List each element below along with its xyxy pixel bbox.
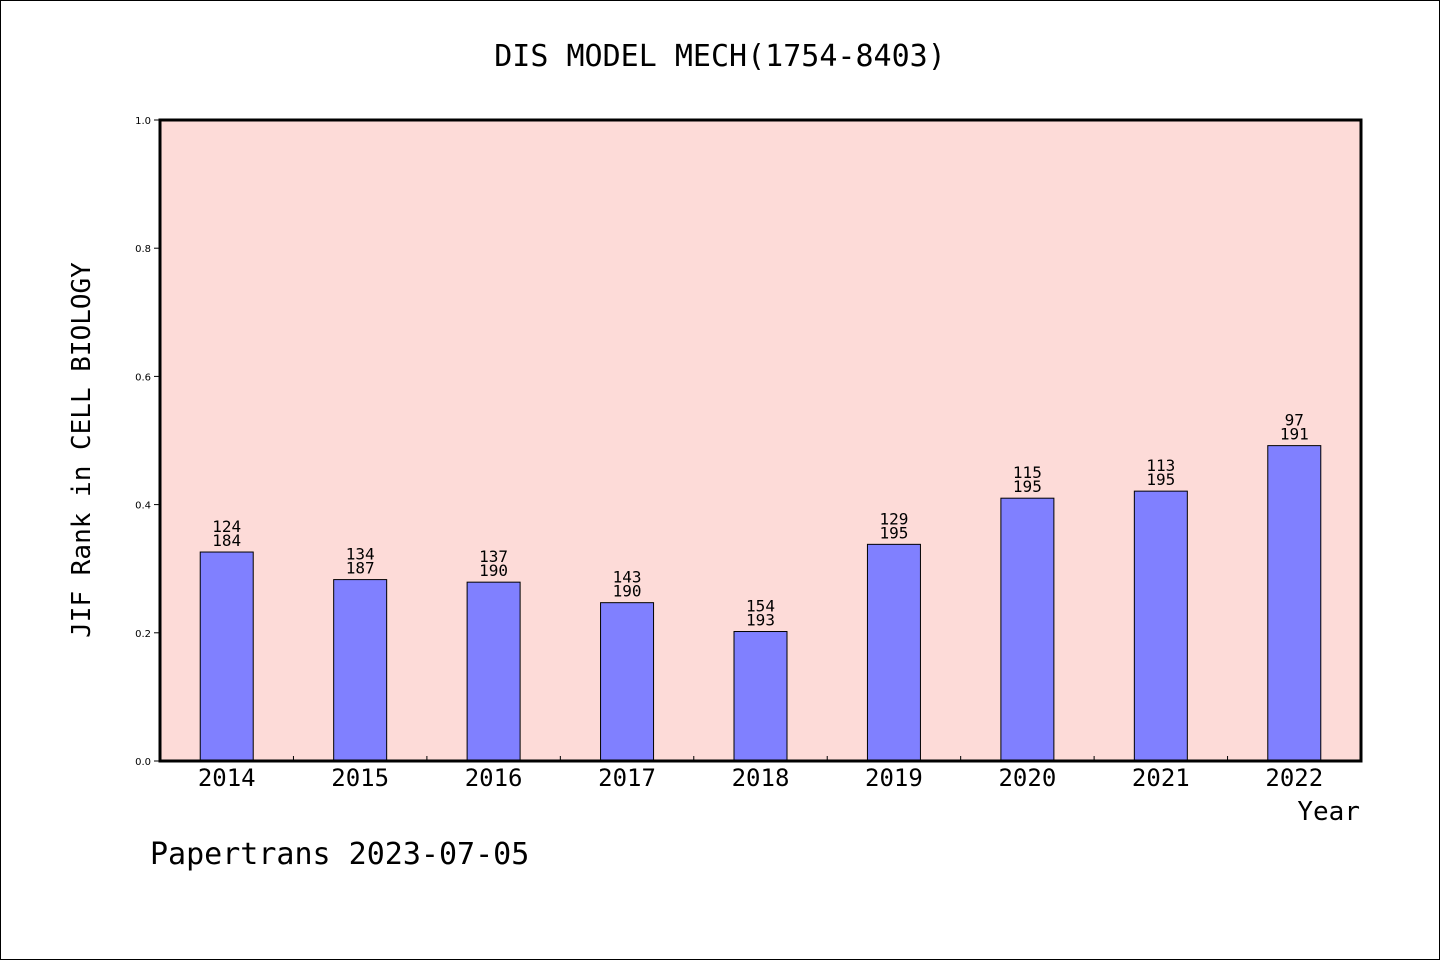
data-label-total-2019: 195 [879,523,908,542]
x-tick-label-2021: 2021 [1132,764,1190,792]
chart-title: DIS MODEL MECH(1754-8403) [494,39,946,74]
x-tick-label-2015: 2015 [331,764,389,792]
data-label-rank-2021: 113 [1146,456,1175,475]
x-tick-label-2017: 2017 [598,764,656,792]
bar-2020 [1000,497,1055,762]
bar-2021 [1133,490,1188,762]
x-tick-label-2016: 2016 [465,764,523,792]
y-tick-label-0.8: 0.8 [135,244,151,255]
bar-2018 [733,631,788,762]
y-axis: 0.0 0.2 0.4 0.6 0.8 1.0 [135,116,160,768]
data-label-rank-2017: 143 [613,568,642,587]
bar-2014 [199,551,254,762]
y-tick-label-0.0: 0.0 [135,757,151,768]
y-axis-label: JIF Rank in CELL BIOLOGY [67,262,97,638]
plot-border [158,118,1363,763]
data-label-total-2014: 184 [212,531,241,550]
data-label-rank-2019: 129 [879,509,908,528]
bar-2016 [466,581,521,762]
x-tick-label-2018: 2018 [732,764,790,792]
bar-2017 [600,602,655,762]
footer-text: Papertrans 2023-07-05 [150,837,529,872]
data-label-rank-2014: 124 [212,517,241,536]
data-label-total-2021: 195 [1146,470,1175,489]
data-label-rank-2020: 115 [1013,463,1042,482]
x-axis-label: Year [1297,797,1360,827]
data-label-rank-2015: 134 [346,545,375,564]
y-tick-label-0.2: 0.2 [135,629,151,640]
x-tick-label-2022: 2022 [1265,764,1323,792]
data-label-rank-2022: 97 [1285,411,1304,430]
x-tick-label-2019: 2019 [865,764,923,792]
data-label-rank-2016: 137 [479,547,508,566]
data-label-total-2022: 191 [1280,425,1309,444]
data-label-rank-2018: 154 [746,597,775,616]
x-tick-label-2014: 2014 [198,764,256,792]
y-tick-label-0.4: 0.4 [135,501,151,512]
data-label-total-2020: 195 [1013,477,1042,496]
data-label-total-2016: 190 [479,561,508,580]
bar-2022 [1267,445,1322,762]
y-tick-label-1.0: 1.0 [135,116,151,127]
data-label-total-2015: 187 [346,559,375,578]
data-label-total-2018: 193 [746,611,775,630]
x-tick-label-2020: 2020 [998,764,1056,792]
bar-2019 [866,543,921,762]
x-axis: 2014 2015 2016 2017 2018 2019 2020 2021 2022 [198,756,1323,792]
bar-2015 [333,579,388,762]
y-tick-label-0.6: 0.6 [135,372,151,383]
data-label-total-2017: 190 [613,582,642,601]
